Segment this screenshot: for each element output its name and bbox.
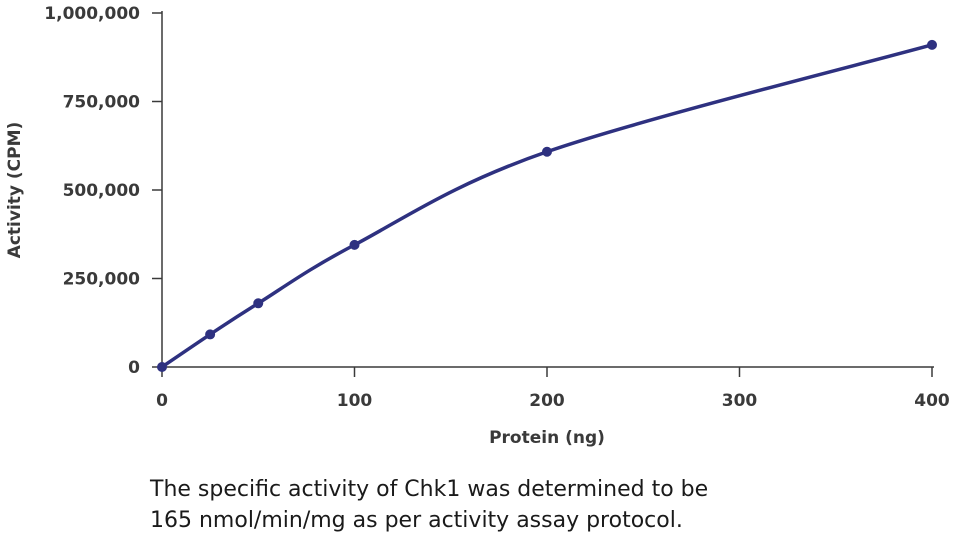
activity-chart: 0 250,000 500,000 750,000 1,000,000 0 100 200 3… (5, 4, 950, 448)
x-tick-label: 100 (337, 391, 373, 411)
data-point (927, 39, 937, 50)
x-axis-title: Protein (ng) (489, 428, 605, 448)
y-axis-ticks: 0 250,000 500,000 750,000 1,000,000 (44, 4, 162, 378)
axes (161, 11, 934, 368)
caption-line-1: The specific activity of Chk1 was determ… (150, 477, 709, 502)
x-tick-label: 200 (529, 391, 565, 411)
data-point (157, 362, 167, 372)
y-tick-label: 250,000 (63, 270, 141, 290)
data-point (253, 298, 264, 309)
x-tick-label: 0 (156, 391, 168, 411)
caption-line-2: 165 nmol/min/mg as per activity assay pr… (150, 508, 683, 533)
data-point (542, 146, 552, 157)
y-tick-label: 0 (128, 358, 140, 378)
x-tick-label: 400 (914, 391, 950, 411)
data-point (205, 329, 216, 340)
x-axis-ticks: 0 100 200 300 400 (156, 367, 950, 411)
y-tick-label: 750,000 (63, 93, 141, 113)
chart-caption: The specific activity of Chk1 was determ… (150, 474, 930, 536)
data-point (349, 239, 360, 250)
y-tick-label: 500,000 (63, 181, 141, 201)
y-tick-label: 1,000,000 (44, 4, 140, 24)
x-tick-label: 300 (722, 391, 758, 411)
series-layer (157, 39, 937, 372)
series-line (160, 43, 934, 369)
y-axis-title: Activity (CPM) (5, 122, 25, 259)
